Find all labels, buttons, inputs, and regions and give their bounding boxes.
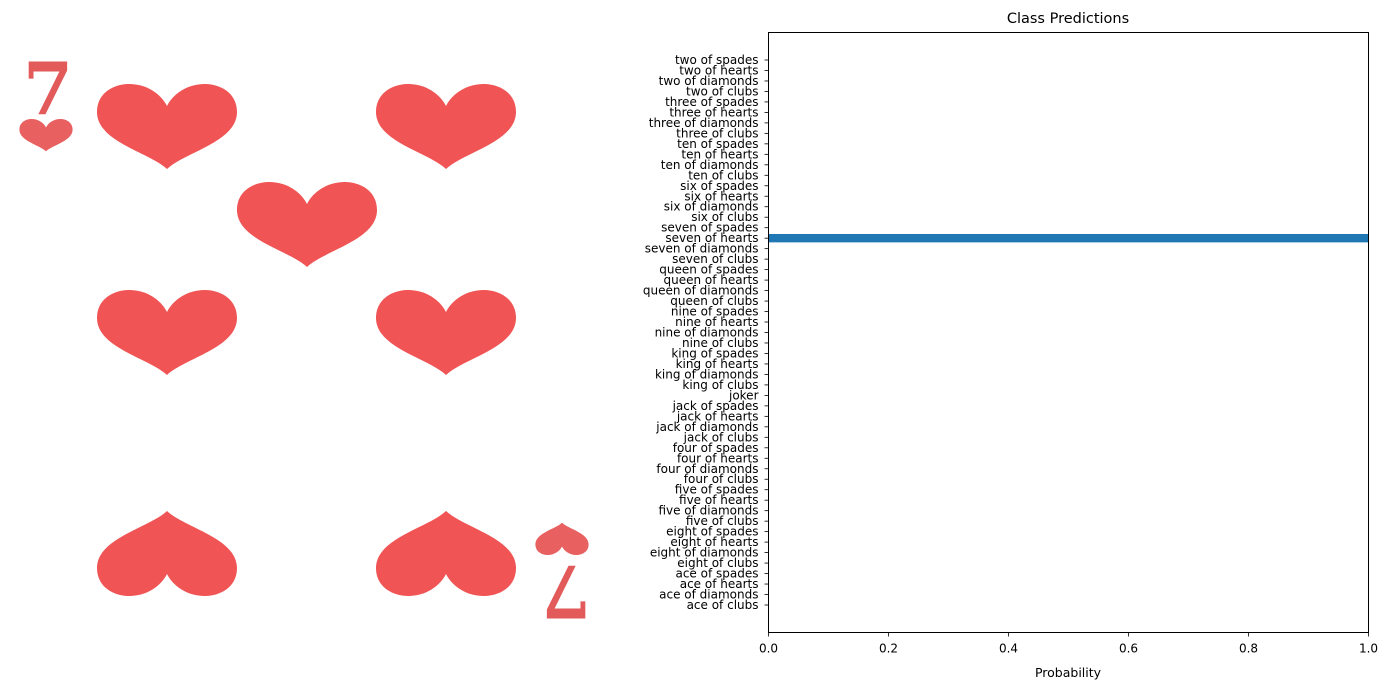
- y-tick-label: eight of spades: [666, 525, 758, 539]
- y-tick-label: king of clubs: [682, 378, 758, 392]
- y-tick-label: ace of hearts: [680, 577, 759, 591]
- y-tick-label: ten of spades: [677, 137, 758, 151]
- y-tick-label: eight of clubs: [677, 556, 758, 570]
- y-tick-label: jack of hearts: [676, 409, 759, 423]
- y-tick-label: five of diamonds: [658, 504, 758, 518]
- x-axis-label: Probability: [1035, 665, 1102, 680]
- y-tick-label: three of spades: [665, 95, 758, 109]
- x-tick-label: 1.0: [1359, 642, 1378, 656]
- y-tick-label: ten of clubs: [688, 168, 758, 182]
- playing-card-image: 7 7: [10, 36, 610, 636]
- y-tick-label: two of diamonds: [659, 74, 759, 88]
- y-tick-label: queen of hearts: [663, 273, 758, 287]
- y-tick-label: four of spades: [673, 441, 759, 455]
- y-tick-label: ace of clubs: [687, 598, 759, 612]
- y-tick-label: ten of diamonds: [661, 158, 759, 172]
- bar: [768, 233, 1369, 243]
- y-tick-label: nine of clubs: [682, 336, 759, 350]
- y-tick-label: king of spades: [671, 346, 758, 360]
- y-tick-label: ace of diamonds: [659, 588, 758, 602]
- y-tick-label: jack of spades: [672, 399, 759, 413]
- y-tick-label: five of clubs: [686, 514, 759, 528]
- y-tick-label: four of diamonds: [656, 462, 758, 476]
- y-tick-label: three of hearts: [669, 105, 758, 119]
- y-tick-label: queen of diamonds: [643, 284, 759, 298]
- card-image-panel: 7 7: [10, 36, 610, 636]
- y-tick-label: jack of clubs: [683, 430, 759, 444]
- y-tick-label: eight of hearts: [670, 535, 758, 549]
- y-tick-label: ace of spades: [675, 567, 758, 581]
- y-tick-label: joker: [728, 388, 759, 402]
- x-tick-label: 0.8: [1239, 642, 1258, 656]
- bars-group: [768, 233, 1369, 243]
- y-tick-label: four of hearts: [677, 451, 759, 465]
- y-tick-label: eight of diamonds: [650, 546, 759, 560]
- x-tick-label: 0.2: [879, 642, 898, 656]
- plot-frame: [768, 32, 1369, 633]
- y-tick-label: six of diamonds: [664, 200, 759, 214]
- y-tick-label: five of hearts: [679, 493, 758, 507]
- chart-title: Class Predictions: [1007, 11, 1129, 27]
- y-tick-label: king of diamonds: [655, 367, 759, 381]
- y-tick-label: four of clubs: [684, 472, 759, 486]
- y-tick-label: seven of diamonds: [645, 242, 759, 256]
- y-tick-label: six of spades: [680, 179, 758, 193]
- y-tick-label: jack of diamonds: [655, 420, 758, 434]
- y-tick-label: three of diamonds: [649, 116, 759, 130]
- y-tick-label: seven of spades: [661, 221, 758, 235]
- y-tick-label: two of hearts: [679, 63, 758, 77]
- y-tick-label: two of clubs: [686, 84, 758, 98]
- y-tick-label: nine of diamonds: [655, 326, 759, 340]
- y-tick-label: seven of hearts: [665, 231, 758, 245]
- x-tick-label: 0.0: [759, 642, 778, 656]
- y-tick-label: three of clubs: [676, 126, 758, 140]
- y-tick-label: king of hearts: [676, 357, 759, 371]
- y-tick-label: nine of spades: [671, 305, 759, 319]
- y-tick-label: ten of hearts: [681, 147, 758, 161]
- corner-rank-top: 7: [23, 46, 73, 131]
- y-tick-label: five of spades: [675, 483, 759, 497]
- y-tick-label: seven of clubs: [672, 252, 758, 266]
- y-tick-label: six of clubs: [691, 210, 758, 224]
- y-tick-label: nine of hearts: [675, 315, 758, 329]
- x-axis-ticks: 0.0 0.2 0.4 0.6 0.8 1.0: [759, 632, 1378, 656]
- y-tick-label: queen of clubs: [670, 294, 758, 308]
- x-tick-label: 0.6: [1119, 642, 1138, 656]
- y-tick-label: queen of spades: [659, 263, 758, 277]
- corner-rank-bottom: 7: [541, 549, 591, 634]
- x-tick-label: 0.4: [999, 642, 1018, 656]
- y-tick-label: two of spades: [675, 53, 759, 67]
- y-tick-label: six of hearts: [684, 189, 758, 203]
